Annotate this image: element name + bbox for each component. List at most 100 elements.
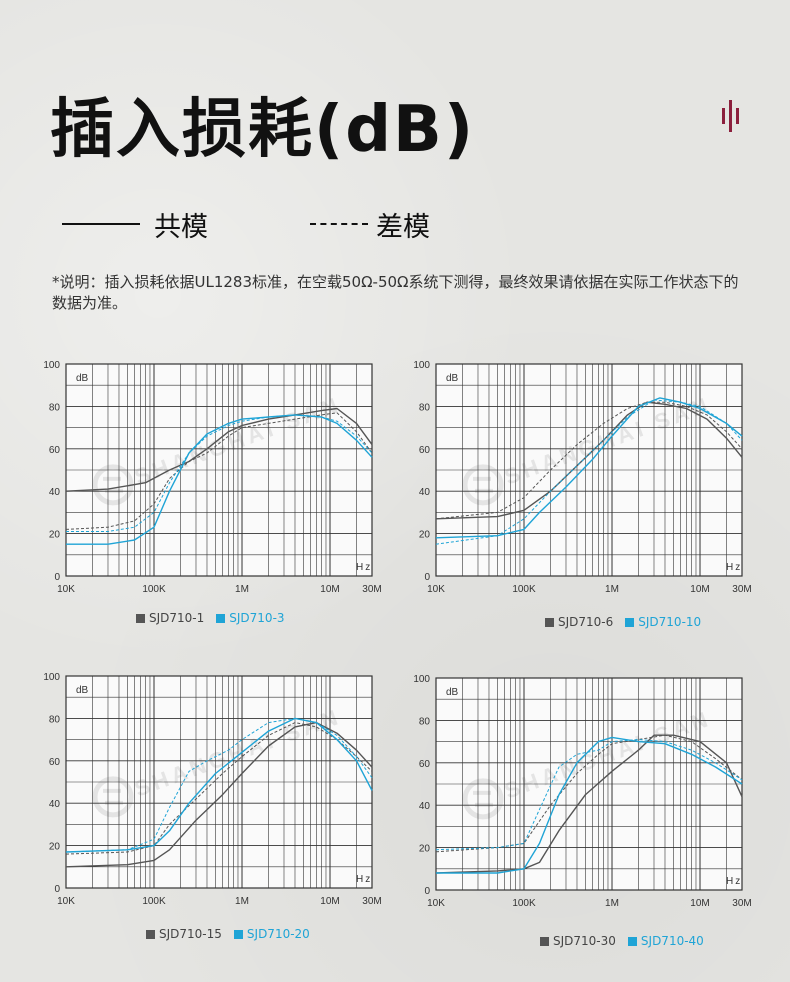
legend-entry-label: SJD710-1 [149, 611, 205, 625]
y-tick-label: 100 [43, 672, 60, 683]
x-tick-label: 1M [605, 898, 619, 909]
y-tick-label: 0 [424, 572, 430, 583]
solid-line-swatch [62, 223, 140, 225]
series-line-2 [436, 736, 743, 874]
series-line-3 [435, 739, 743, 851]
legend-differential-mode-label: 差模 [376, 211, 430, 243]
y-tick-label: 40 [419, 801, 431, 812]
x-tick-label: 10K [57, 584, 75, 595]
x-tick-label: 100K [512, 584, 536, 595]
x-tick-label: 1M [605, 584, 619, 595]
legend-swatch [545, 617, 554, 627]
x-tick-label: 1M [235, 896, 249, 907]
x-tick-label: 30M [362, 584, 381, 595]
x-tick-label: 10K [427, 584, 445, 595]
y-tick-label: 80 [49, 402, 61, 413]
y-tick-label: 100 [413, 360, 430, 371]
x-axis-label: Hz [726, 562, 742, 573]
y-tick-label: 60 [419, 759, 431, 770]
y-axis-label: dB [76, 373, 89, 384]
chart-1-legend: SJD710-1 SJD710-3 [136, 611, 285, 625]
legend-swatch [233, 929, 243, 939]
legend-entry-label: SJD710-40 [640, 934, 704, 948]
legend-entry-label: SJD710-3 [229, 611, 285, 625]
x-tick-label: 10K [427, 898, 445, 909]
y-tick-label: 80 [419, 402, 431, 413]
chart-3: SHANGHAI SAN 0 20 40 60 80 100 10K 100K 1M 10M 30M d… [28, 668, 383, 958]
x-tick-label: 100K [512, 898, 536, 909]
y-tick-label: 20 [419, 530, 431, 541]
y-tick-label: 0 [424, 886, 430, 897]
brand-bars-icon [722, 100, 739, 132]
x-tick-label: 100K [142, 584, 166, 595]
x-axis-label: Hz [726, 876, 742, 887]
x-tick-label: 10M [690, 898, 709, 909]
legend-entry-label: SJD710-20 [246, 927, 310, 941]
series-line-2 [435, 397, 743, 539]
y-tick-label: 0 [54, 884, 60, 895]
legend-swatch [540, 936, 549, 946]
chart-4: SHANGHAI SAN 0 20 40 60 80 100 10K 100K 1M 10M 30M d… [398, 670, 753, 960]
chart-1: SHANGHAI SAN 0 20 40 60 80 100 10K 100K 1M 10M 30M d… [28, 356, 383, 646]
x-tick-label: 30M [732, 898, 751, 909]
series-line-3 [435, 399, 743, 545]
series-line-0 [435, 401, 743, 520]
y-tick-label: 20 [419, 844, 431, 855]
legend-entry-label: SJD710-6 [558, 615, 614, 629]
y-tick-label: 60 [419, 445, 431, 456]
y-axis-label: dB [446, 687, 459, 698]
y-tick-label: 60 [49, 445, 61, 456]
chart-2-legend: SJD710-6 SJD710-10 [545, 615, 701, 629]
series-line-3 [65, 717, 373, 853]
legend-swatch [136, 613, 145, 623]
y-tick-label: 60 [49, 757, 61, 768]
y-tick-label: 20 [49, 530, 61, 541]
page-title: 插入损耗(dB) [50, 93, 476, 167]
x-tick-label: 30M [362, 896, 381, 907]
footnote: *说明：插入损耗依据UL1283标准，在空载50Ω-50Ω系统下测得，最终效果请… [52, 273, 739, 312]
y-tick-label: 100 [43, 360, 60, 371]
y-axis-label: dB [446, 373, 459, 384]
series-line-2 [66, 414, 373, 545]
series-line-2 [65, 717, 373, 853]
chart-3-legend: SJD710-15 SJD710-20 [146, 927, 310, 941]
x-axis-label: Hz [356, 874, 372, 885]
series-line-1 [435, 401, 743, 520]
x-axis-label: Hz [356, 562, 372, 573]
legend-common-mode: 共模 [62, 206, 208, 243]
legend-common-mode-label: 共模 [154, 211, 208, 243]
legend-differential-mode: 差模 [310, 206, 430, 243]
y-tick-label: 40 [49, 799, 61, 810]
y-axis-label: dB [76, 685, 89, 696]
y-tick-label: 80 [49, 714, 61, 725]
y-tick-label: 40 [419, 487, 431, 498]
chart-4-legend: SJD710-30 SJD710-40 [540, 934, 704, 948]
legend-entry-label: SJD710-10 [638, 615, 702, 629]
y-tick-label: 80 [419, 716, 431, 727]
series-line-1 [65, 412, 373, 530]
x-tick-label: 1M [235, 584, 249, 595]
legend-swatch [216, 613, 226, 623]
y-tick-label: 20 [49, 842, 61, 853]
chart-2: SHANGHAI SAN 0 20 40 60 80 100 10K 100K 1M 10M 30M d… [398, 356, 753, 646]
legend-entry-label: SJD710-30 [553, 934, 616, 948]
legend-swatch [146, 929, 155, 939]
y-tick-label: 40 [49, 487, 61, 498]
series-line-3 [66, 414, 373, 532]
y-tick-label: 100 [413, 674, 430, 685]
x-tick-label: 10M [320, 896, 339, 907]
x-tick-label: 10M [320, 584, 339, 595]
x-tick-label: 10M [690, 584, 709, 595]
legend-entry-label: SJD710-15 [159, 927, 222, 941]
legend-swatch [627, 936, 637, 946]
x-tick-label: 100K [142, 896, 166, 907]
x-tick-label: 30M [732, 584, 751, 595]
series-line-0 [65, 407, 373, 492]
series-line-0 [65, 721, 373, 868]
legend-swatch [625, 617, 635, 627]
